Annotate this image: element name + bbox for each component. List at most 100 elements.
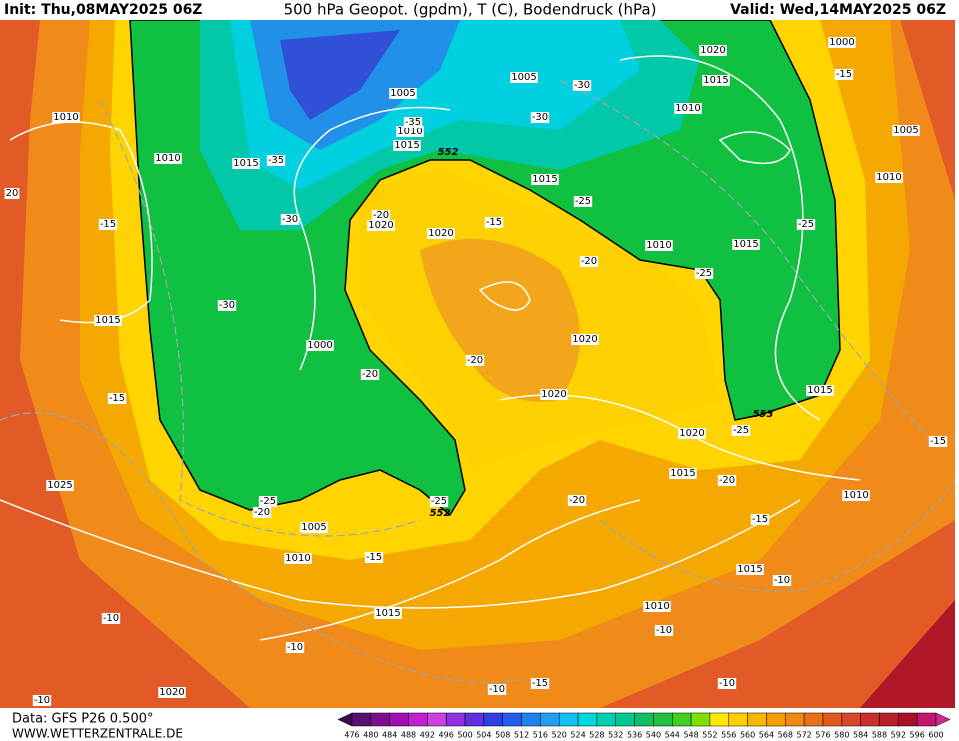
colorbar-label: 508 xyxy=(495,731,510,740)
colorbar-cell xyxy=(785,712,805,727)
pressure-label-box xyxy=(374,608,402,619)
temperature-label: -30 xyxy=(532,112,548,123)
colorbar-arrow xyxy=(337,712,353,727)
temperature-label: -25 xyxy=(260,496,276,507)
temperature-label-box xyxy=(98,219,118,230)
pressure-label: 1020 xyxy=(159,687,184,698)
temperature-label-box xyxy=(694,268,714,279)
colorbar-label: 572 xyxy=(796,731,811,740)
temperature-label: -20 xyxy=(254,507,270,518)
colorbar-label: 476 xyxy=(344,731,359,740)
colorbar-cell xyxy=(916,712,937,727)
pressure-label-box xyxy=(732,239,760,250)
pressure-label: 1000 xyxy=(829,37,854,48)
colorbar-label: 564 xyxy=(759,731,774,740)
temperature-label-box xyxy=(654,625,674,636)
temperature-label-box xyxy=(567,495,587,506)
pressure-label: 1010 xyxy=(646,240,671,251)
init-time: Init: Thu,08MAY2025 06Z xyxy=(4,2,202,18)
temperature-label-box xyxy=(579,256,599,267)
temperature-label-box xyxy=(484,217,504,228)
isobar xyxy=(0,499,801,609)
colorbar-label: 544 xyxy=(665,731,680,740)
temperature-label: -25 xyxy=(575,196,591,207)
pressure-label-box xyxy=(643,601,671,612)
isobar xyxy=(619,55,821,421)
temperature-label: -20 xyxy=(581,256,597,267)
temperature-label-box xyxy=(258,496,278,507)
colorbar-cell xyxy=(898,712,918,727)
temperature-label-box xyxy=(530,678,550,689)
temperature-label-box xyxy=(717,475,737,486)
colorbar-cell xyxy=(502,712,522,727)
temperature-label: -10 xyxy=(103,613,119,624)
map-labels: 1010 1010 1015 1005 1010 1015 1020 1020 1005 1020… xyxy=(4,37,948,706)
colorbar-label: 536 xyxy=(627,731,642,740)
temperature-label: -20 xyxy=(362,369,378,380)
temperature-label: -10 xyxy=(489,684,505,695)
temperature-label: -15 xyxy=(930,436,946,447)
colorbar-cell xyxy=(445,712,466,727)
pressure-label: 1010 xyxy=(53,112,78,123)
colorbar-cell xyxy=(483,712,503,727)
pressure-label: 1020 xyxy=(572,334,597,345)
pressure-label: 1020 xyxy=(541,389,566,400)
temperature-label-box xyxy=(364,552,384,563)
pressure-label: 1005 xyxy=(301,522,326,533)
pressure-label-box xyxy=(300,522,328,533)
temperature-label: -30 xyxy=(219,300,235,311)
pressure-label-box xyxy=(828,37,856,48)
colorbar-cell xyxy=(351,712,372,727)
pressure-label: 1010 xyxy=(675,103,700,114)
colorbar-cell xyxy=(653,712,673,727)
pressure-label-box xyxy=(645,240,673,251)
colorbar-label: 576 xyxy=(815,731,830,740)
colorbar-label: 512 xyxy=(514,731,529,740)
pressure-label: 1020 xyxy=(679,428,704,439)
pressure-label: 1005 xyxy=(390,88,415,99)
temperature-label: -20 xyxy=(719,475,735,486)
temperature-label-box xyxy=(280,214,300,225)
pressure-label-box xyxy=(154,153,182,164)
temperature-label-box xyxy=(928,436,948,447)
colorbar-label: 500 xyxy=(457,731,472,740)
pressure-label-box xyxy=(510,72,538,83)
temperature-label: -25 xyxy=(798,219,814,230)
colorbar-label: 596 xyxy=(910,731,925,740)
colorbar-label: 552 xyxy=(702,731,717,740)
pressure-label-box xyxy=(396,126,424,137)
temperature-label-box xyxy=(252,507,272,518)
temperature-label: -25 xyxy=(696,268,712,279)
colorbar-label: 540 xyxy=(646,731,661,740)
colorbar-cell xyxy=(558,712,579,727)
colorbar-label: 592 xyxy=(891,731,906,740)
pressure-label-box xyxy=(46,480,74,491)
temperature-label: -10 xyxy=(287,642,303,653)
pressure-label: 1005 xyxy=(511,72,536,83)
isobar xyxy=(293,106,451,371)
pressure-label-box xyxy=(427,228,455,239)
colorbar-cell xyxy=(370,712,390,727)
colorbar-label: 556 xyxy=(721,731,736,740)
colorbar-label: 524 xyxy=(570,731,585,740)
colorbar-cell xyxy=(464,712,485,727)
temperature-label-box xyxy=(101,613,121,624)
pressure-label-box xyxy=(531,174,559,185)
temperature-label: -15 xyxy=(100,219,116,230)
pressure-label: 1010 xyxy=(843,490,868,501)
pressure-label-box xyxy=(389,88,417,99)
temperature-label-box xyxy=(573,196,593,207)
colorbar-arrow xyxy=(935,712,951,727)
map: 1010 1010 1015 1005 1010 1015 1020 1020 1005 1020… xyxy=(0,20,955,708)
cold-core-4 xyxy=(280,30,400,120)
pressure-label: 1015 xyxy=(95,315,120,326)
colorbar-cell xyxy=(540,712,560,727)
pressure-label: 1015 xyxy=(733,239,758,250)
temperature-label-box xyxy=(107,393,127,404)
dark-red xyxy=(860,600,955,708)
colorbar-cell xyxy=(427,712,447,727)
pressure-label: 1010 xyxy=(155,153,180,164)
pressure-label: 1015 xyxy=(703,75,728,86)
isotherm xyxy=(0,412,521,684)
